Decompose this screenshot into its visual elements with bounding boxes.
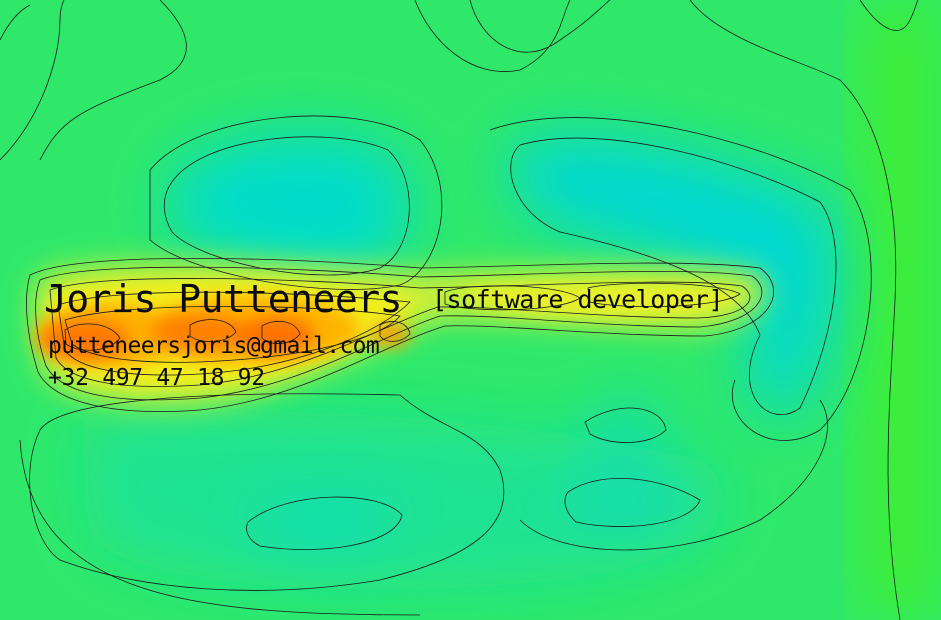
card-role: [software developer] — [432, 285, 724, 314]
card-email[interactable]: putteneersjoris@gmail.com — [48, 333, 380, 359]
card-phone[interactable]: +32 497 47 18 92 — [48, 365, 265, 391]
card-name: Joris Putteneers — [44, 277, 403, 321]
